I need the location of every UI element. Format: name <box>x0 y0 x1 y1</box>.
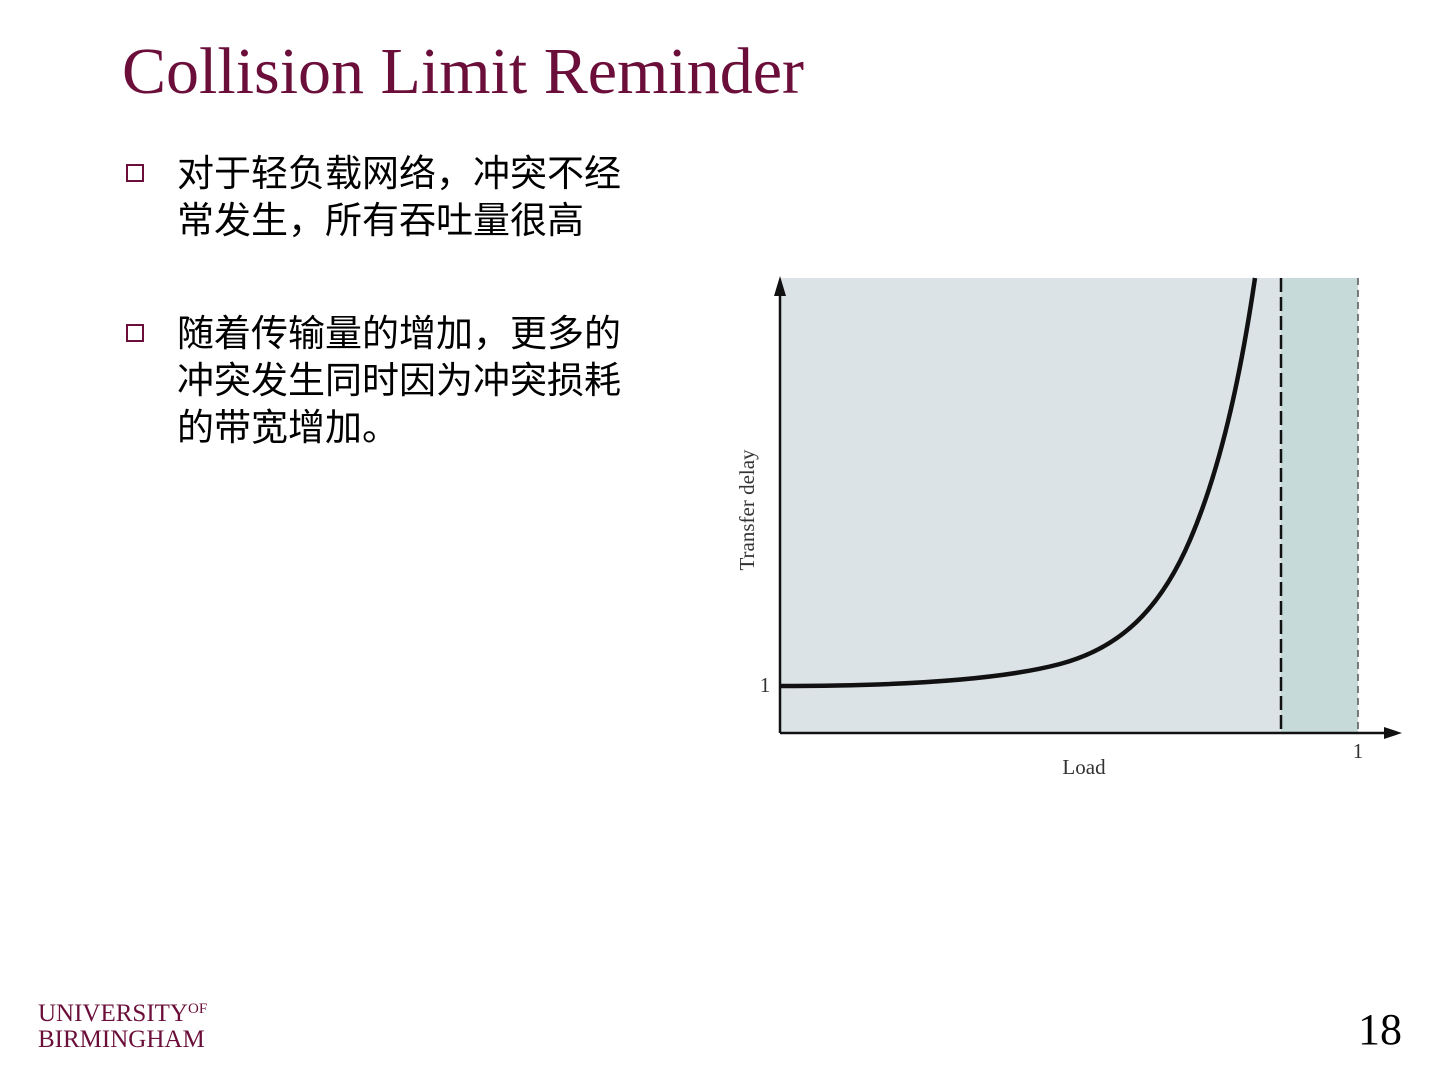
y-axis-label: Transfer delay <box>735 449 759 571</box>
x-arrow <box>1384 727 1402 739</box>
page-number: 18 <box>1358 1005 1402 1054</box>
limit-region <box>1281 278 1358 733</box>
logo-text: UNIVERSITY <box>38 1000 188 1027</box>
x-tick-label: 1 <box>1353 739 1364 763</box>
bullet: 对于轻负载网络，冲突不经常发生，所有吞吐量很高 <box>124 150 622 244</box>
university-logo: UNIVERSITYOF BIRMINGHAM <box>38 996 207 1053</box>
bullet: 随着传输量的增加，更多的冲突发生同时因为冲突损耗的带宽增加。 <box>124 310 622 451</box>
logo-text: BIRMINGHAM <box>38 1026 205 1053</box>
delay-curve <box>779 277 1258 689</box>
slide-title: Collision Limit Reminder <box>122 35 804 108</box>
y-tick-label: 1 <box>760 673 771 697</box>
logo-text: OF <box>188 1001 208 1017</box>
bullet-list: 对于轻负载网络，冲突不经常发生，所有吞吐量很高 随着传输量的增加，更多的冲突发生… <box>124 150 624 517</box>
y-arrow <box>774 276 786 296</box>
x-axis-label: Load <box>1062 755 1106 779</box>
plot-area <box>780 278 1281 733</box>
